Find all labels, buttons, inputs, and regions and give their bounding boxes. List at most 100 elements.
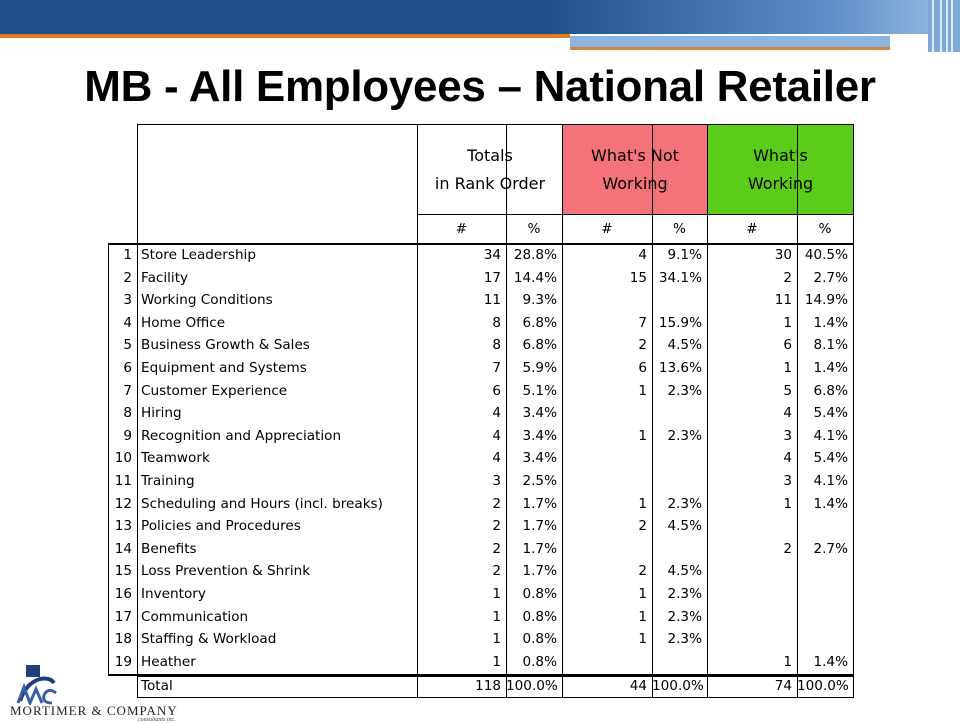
row-total-n: 1 (492, 631, 501, 648)
grid-vline (562, 124, 563, 699)
row-total-n: 2 (492, 540, 501, 557)
row-total-n: 1 (492, 653, 501, 670)
row-not-pct: 4.5% (667, 563, 702, 580)
grid-vline (137, 124, 138, 699)
grid-vline-rank (108, 243, 109, 675)
row-work-n: 1 (783, 495, 792, 512)
row-work-pct: 2.7% (813, 269, 848, 286)
total-total-pct: 100.0% (506, 678, 558, 695)
row-work-pct: 5.4% (813, 405, 848, 422)
row-not-n: 6 (638, 360, 647, 376)
row-category: Store Leadership (141, 247, 256, 263)
header-stripe (932, 0, 934, 52)
row-work-n: 4 (783, 450, 792, 467)
row-category: Scheduling and Hours (incl. breaks) (141, 495, 383, 512)
row-total-n: 3 (492, 473, 501, 489)
header-orange-accent (570, 47, 890, 50)
row-category: Inventory (141, 586, 206, 602)
row-rank: 19 (114, 653, 132, 670)
row-not-n: 1 (638, 631, 647, 648)
row-total-pct: 1.7% (522, 563, 557, 580)
row-category: Staffing & Workload (141, 631, 277, 648)
header-working-line: What's (753, 146, 808, 165)
row-category: Communication (141, 608, 249, 625)
total-not-n: 44 (629, 678, 647, 695)
row-not-pct: 4.5% (667, 337, 702, 354)
row-total-pct: 14.4% (513, 269, 557, 286)
row-category: Facility (141, 269, 189, 286)
row-category: Working Conditions (141, 292, 273, 309)
subheader-2: # (601, 221, 613, 237)
row-rank: 4 (123, 314, 132, 331)
row-rank: 17 (114, 608, 132, 625)
row-not-pct: 9.1% (667, 247, 702, 263)
row-category: Benefits (141, 540, 197, 557)
grid-hline-sub (417, 214, 854, 215)
row-work-pct: 8.1% (813, 337, 848, 354)
header-bar (0, 0, 960, 34)
row-not-n: 1 (638, 586, 647, 602)
row-not-n: 1 (638, 495, 647, 512)
row-category: Home Office (141, 314, 226, 331)
subheader-4: # (746, 221, 758, 237)
row-rank: 12 (114, 495, 132, 512)
row-rank: 1 (123, 247, 132, 263)
logo-company-name: Mortimer & Company (10, 703, 178, 718)
header-totals-line: Totals (467, 146, 513, 165)
row-not-n: 7 (638, 314, 647, 331)
row-total-n: 4 (492, 427, 501, 444)
row-total-pct: 1.7% (522, 518, 557, 535)
row-rank: 11 (114, 473, 132, 489)
row-work-n: 11 (774, 292, 792, 309)
row-not-pct: 2.3% (667, 631, 702, 648)
header-not-working: What's Not Working (562, 124, 708, 215)
grid-hline-data-end (108, 674, 854, 677)
subheader-0: # (455, 221, 468, 237)
row-category: Training (141, 473, 195, 489)
row-not-n: 1 (638, 608, 647, 625)
row-rank: 2 (123, 269, 132, 286)
row-work-pct: 14.9% (804, 292, 848, 309)
row-work-n: 30 (774, 247, 792, 263)
row-total-n: 7 (492, 360, 501, 376)
row-category: Policies and Procedures (141, 518, 301, 535)
row-total-pct: 28.8% (513, 247, 557, 263)
row-work-n: 3 (783, 427, 792, 444)
subheader-1: % (527, 221, 541, 237)
row-total-pct: 1.7% (522, 540, 557, 557)
header-working-line: Working (747, 174, 814, 193)
row-total-pct: 3.4% (522, 405, 557, 422)
row-total-n: 4 (492, 450, 501, 467)
row-work-pct: 4.1% (813, 427, 848, 444)
row-not-pct: 2.3% (667, 608, 702, 625)
row-work-pct: 5.4% (813, 450, 848, 467)
row-rank: 13 (114, 518, 132, 535)
row-total-pct: 9.3% (522, 292, 557, 309)
row-work-pct: 4.1% (813, 473, 848, 489)
total-work-n: 74 (774, 678, 792, 695)
row-work-pct: 1.4% (813, 653, 848, 670)
row-total-n: 2 (492, 563, 501, 580)
row-total-pct: 6.8% (522, 337, 557, 354)
row-work-n: 1 (783, 314, 792, 331)
row-not-n: 2 (638, 337, 647, 354)
row-work-n: 5 (783, 382, 792, 399)
row-work-n: 4 (783, 405, 792, 422)
row-total-n: 34 (483, 247, 501, 263)
row-rank: 14 (114, 540, 132, 557)
header-blue-band (570, 36, 890, 50)
subheader-3: % (673, 221, 686, 237)
grid-vline (797, 124, 798, 699)
row-category: Loss Prevention & Shrink (141, 563, 311, 580)
row-not-pct: 4.5% (667, 518, 702, 535)
header-blank (137, 124, 418, 244)
row-total-pct: 2.5% (522, 473, 557, 489)
row-not-n: 15 (629, 269, 647, 286)
row-not-n: 1 (638, 427, 647, 444)
total-work-pct: 100.0% (797, 678, 849, 695)
row-total-n: 2 (492, 495, 501, 512)
row-rank: 18 (114, 631, 132, 648)
row-not-n: 2 (638, 518, 647, 535)
row-work-pct: 1.4% (813, 360, 848, 376)
row-work-pct: 1.4% (813, 314, 848, 331)
